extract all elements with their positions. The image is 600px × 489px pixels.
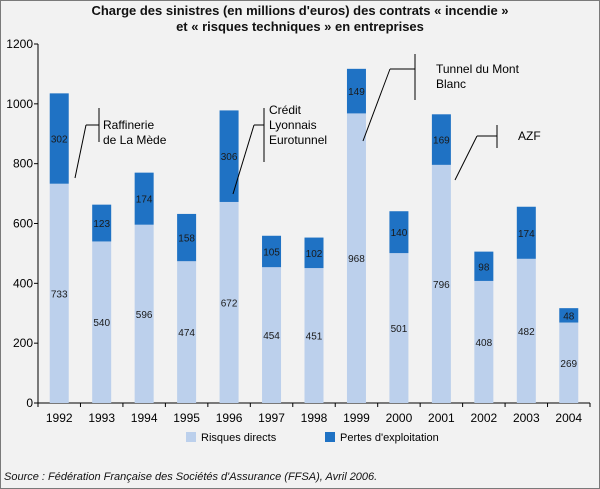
data-label-pertes-exploitation: 105 [263, 247, 280, 258]
bar-pertes-exploitation [389, 211, 409, 254]
callout-label: Blanc [436, 77, 466, 91]
data-label-pertes-exploitation: 48 [563, 311, 575, 322]
bar-risques-directs [134, 224, 154, 403]
callout-label: Lyonnais [269, 118, 317, 132]
y-tick-label: 1000 [6, 97, 33, 111]
chart-title-line-1: Charge des sinistres (en millions d'euro… [91, 3, 509, 18]
callout-label: Crédit [269, 103, 302, 117]
data-label-risques-directs: 968 [348, 254, 365, 265]
bar-risques-directs [304, 268, 324, 403]
y-tick-label: 600 [13, 217, 33, 231]
x-tick-label: 2004 [555, 411, 582, 425]
bar-pertes-exploitation [304, 237, 324, 269]
x-tick-label: 2003 [513, 411, 540, 425]
data-label-risques-directs: 672 [221, 298, 238, 309]
x-tick-label: 2000 [386, 411, 413, 425]
bar-pertes-exploitation [262, 235, 282, 268]
bar-risques-directs [49, 183, 69, 403]
data-label-pertes-exploitation: 174 [518, 229, 535, 240]
callout-label: Raffinerie [103, 118, 154, 132]
callout-label: Tunnel du Mont [436, 62, 520, 76]
callout-leader-line [362, 68, 391, 142]
bar-pertes-exploitation [431, 114, 451, 165]
bar-pertes-exploitation [177, 213, 197, 262]
x-tick-label: 1996 [216, 411, 243, 425]
bar-pertes-exploitation [92, 204, 112, 242]
data-label-pertes-exploitation: 302 [51, 135, 68, 146]
data-label-pertes-exploitation: 306 [221, 152, 238, 163]
x-tick-label: 1994 [131, 411, 158, 425]
bar-pertes-exploitation [474, 251, 494, 281]
data-label-pertes-exploitation: 98 [478, 262, 490, 273]
x-tick-label: 2002 [470, 411, 497, 425]
bar-risques-directs [346, 113, 366, 403]
data-label-risques-directs: 482 [518, 327, 535, 338]
data-label-pertes-exploitation: 140 [391, 228, 408, 239]
bar-pertes-exploitation [134, 172, 154, 225]
bar-pertes-exploitation [559, 308, 579, 323]
chart-title: Charge des sinistres (en millions d'euro… [0, 3, 600, 35]
data-label-pertes-exploitation: 158 [178, 234, 195, 245]
callout-leader-line [454, 135, 478, 181]
legend-swatch [186, 432, 196, 442]
y-tick-label: 800 [13, 157, 33, 171]
callout-label: AZF [518, 129, 541, 143]
data-label-pertes-exploitation: 149 [348, 87, 365, 98]
callout-label: Eurotunnel [269, 133, 327, 147]
data-label-pertes-exploitation: 102 [306, 249, 323, 260]
bar-risques-directs [177, 261, 197, 403]
bar-pertes-exploitation [516, 206, 536, 259]
data-label-risques-directs: 408 [476, 338, 493, 349]
bar-risques-directs [262, 267, 282, 403]
legend-label: Risques directs [201, 432, 277, 444]
data-label-risques-directs: 796 [433, 280, 450, 291]
bar-risques-directs [389, 253, 409, 403]
x-tick-label: 2001 [428, 411, 455, 425]
chart-title-line-2: et « risques techniques » en entreprises [176, 19, 424, 34]
callout-label: de La Mède [103, 133, 167, 147]
callout-leader-line [232, 124, 255, 195]
data-label-risques-directs: 451 [306, 332, 323, 343]
data-label-risques-directs: 596 [136, 310, 153, 321]
x-tick-label: 1999 [343, 411, 370, 425]
bar-risques-directs [516, 258, 536, 403]
y-tick-label: 1200 [6, 37, 33, 51]
data-label-risques-directs: 269 [560, 359, 577, 370]
legend-swatch [325, 432, 335, 442]
bar-pertes-exploitation [346, 68, 366, 114]
bar-pertes-exploitation [49, 93, 69, 184]
bar-pertes-exploitation [219, 110, 239, 202]
legend-label: Pertes d'exploitation [340, 432, 439, 444]
x-tick-label: 1992 [46, 411, 73, 425]
bar-risques-directs [474, 280, 494, 403]
data-label-pertes-exploitation: 174 [136, 195, 153, 206]
x-tick-label: 1997 [258, 411, 285, 425]
data-label-risques-directs: 454 [263, 331, 280, 342]
bar-risques-directs [431, 164, 451, 403]
data-label-risques-directs: 501 [391, 324, 408, 335]
bar-risques-directs [559, 322, 579, 403]
y-tick-label: 400 [13, 276, 33, 290]
data-label-risques-directs: 733 [51, 289, 68, 300]
y-tick-label: 200 [13, 336, 33, 350]
bar-risques-directs [219, 201, 239, 403]
x-tick-label: 1998 [301, 411, 328, 425]
data-label-risques-directs: 474 [178, 328, 195, 339]
source-note: Source : Fédération Française des Sociét… [4, 471, 378, 483]
data-label-pertes-exploitation: 123 [93, 219, 110, 230]
data-label-risques-directs: 540 [93, 318, 110, 329]
data-label-pertes-exploitation: 169 [433, 136, 450, 147]
bar-risques-directs [92, 241, 112, 403]
x-tick-label: 1995 [173, 411, 200, 425]
x-tick-label: 1993 [88, 411, 115, 425]
callout-leader-line [74, 124, 87, 179]
y-tick-label: 0 [26, 396, 33, 410]
